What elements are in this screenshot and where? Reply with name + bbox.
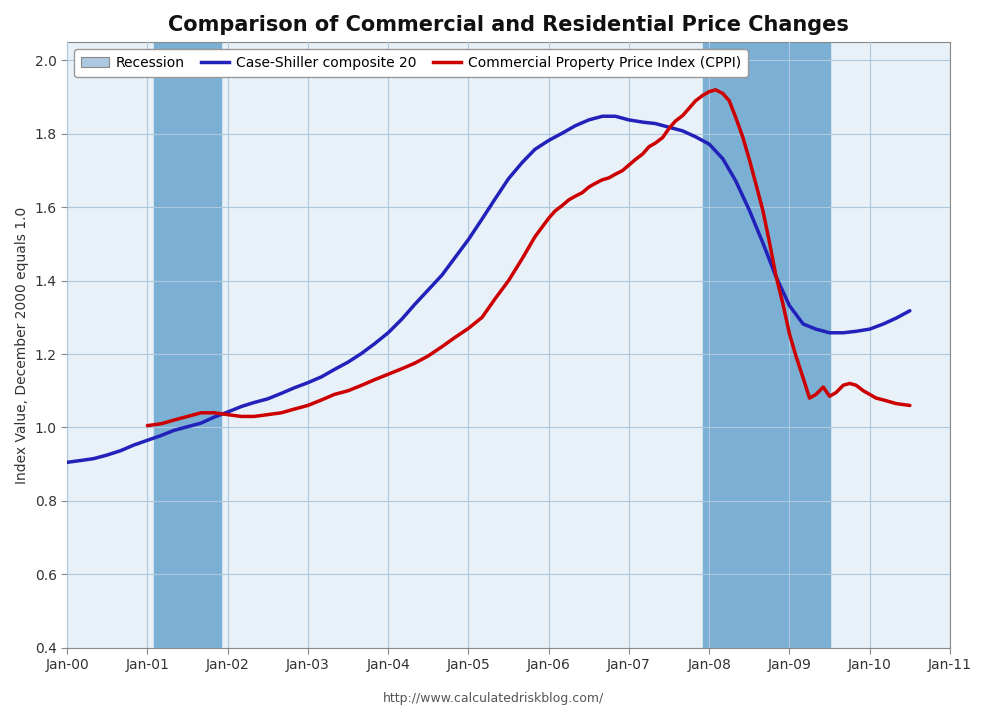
Case-Shiller composite 20 — [168, 426, 179, 434]
Legend: Recession, Case-Shiller composite 20, Commercial Property Price Index (CPPI): Recession, Case-Shiller composite 20, Co… — [74, 49, 747, 77]
Title: Comparison of Commercial and Residential Price Changes: Comparison of Commercial and Residential… — [168, 15, 848, 35]
Line: Case-Shiller composite 20: Case-Shiller composite 20 — [67, 116, 909, 462]
Case-Shiller composite 20 — [596, 112, 607, 120]
Case-Shiller composite 20 — [475, 215, 487, 224]
Commercial Property Price Index (CPPI) — [903, 401, 915, 409]
Commercial Property Price Index (CPPI) — [616, 167, 628, 175]
Case-Shiller composite 20 — [408, 300, 420, 309]
Line: Commercial Property Price Index (CPPI): Commercial Property Price Index (CPPI) — [147, 90, 909, 426]
Text: http://www.calculatedriskblog.com/: http://www.calculatedriskblog.com/ — [383, 692, 603, 705]
Y-axis label: Index Value, December 2000 equals 1.0: Index Value, December 2000 equals 1.0 — [15, 206, 29, 483]
Commercial Property Price Index (CPPI) — [141, 422, 153, 430]
Commercial Property Price Index (CPPI) — [769, 271, 781, 279]
Case-Shiller composite 20 — [61, 458, 73, 466]
Commercial Property Price Index (CPPI) — [208, 409, 220, 417]
Bar — [702, 42, 829, 648]
Commercial Property Price Index (CPPI) — [155, 419, 167, 428]
Bar — [154, 42, 221, 648]
Case-Shiller composite 20 — [903, 306, 915, 315]
Case-Shiller composite 20 — [622, 115, 634, 124]
Case-Shiller composite 20 — [608, 112, 620, 120]
Commercial Property Price Index (CPPI) — [797, 374, 809, 382]
Case-Shiller composite 20 — [528, 145, 540, 154]
Commercial Property Price Index (CPPI) — [589, 179, 600, 188]
Commercial Property Price Index (CPPI) — [709, 85, 721, 94]
